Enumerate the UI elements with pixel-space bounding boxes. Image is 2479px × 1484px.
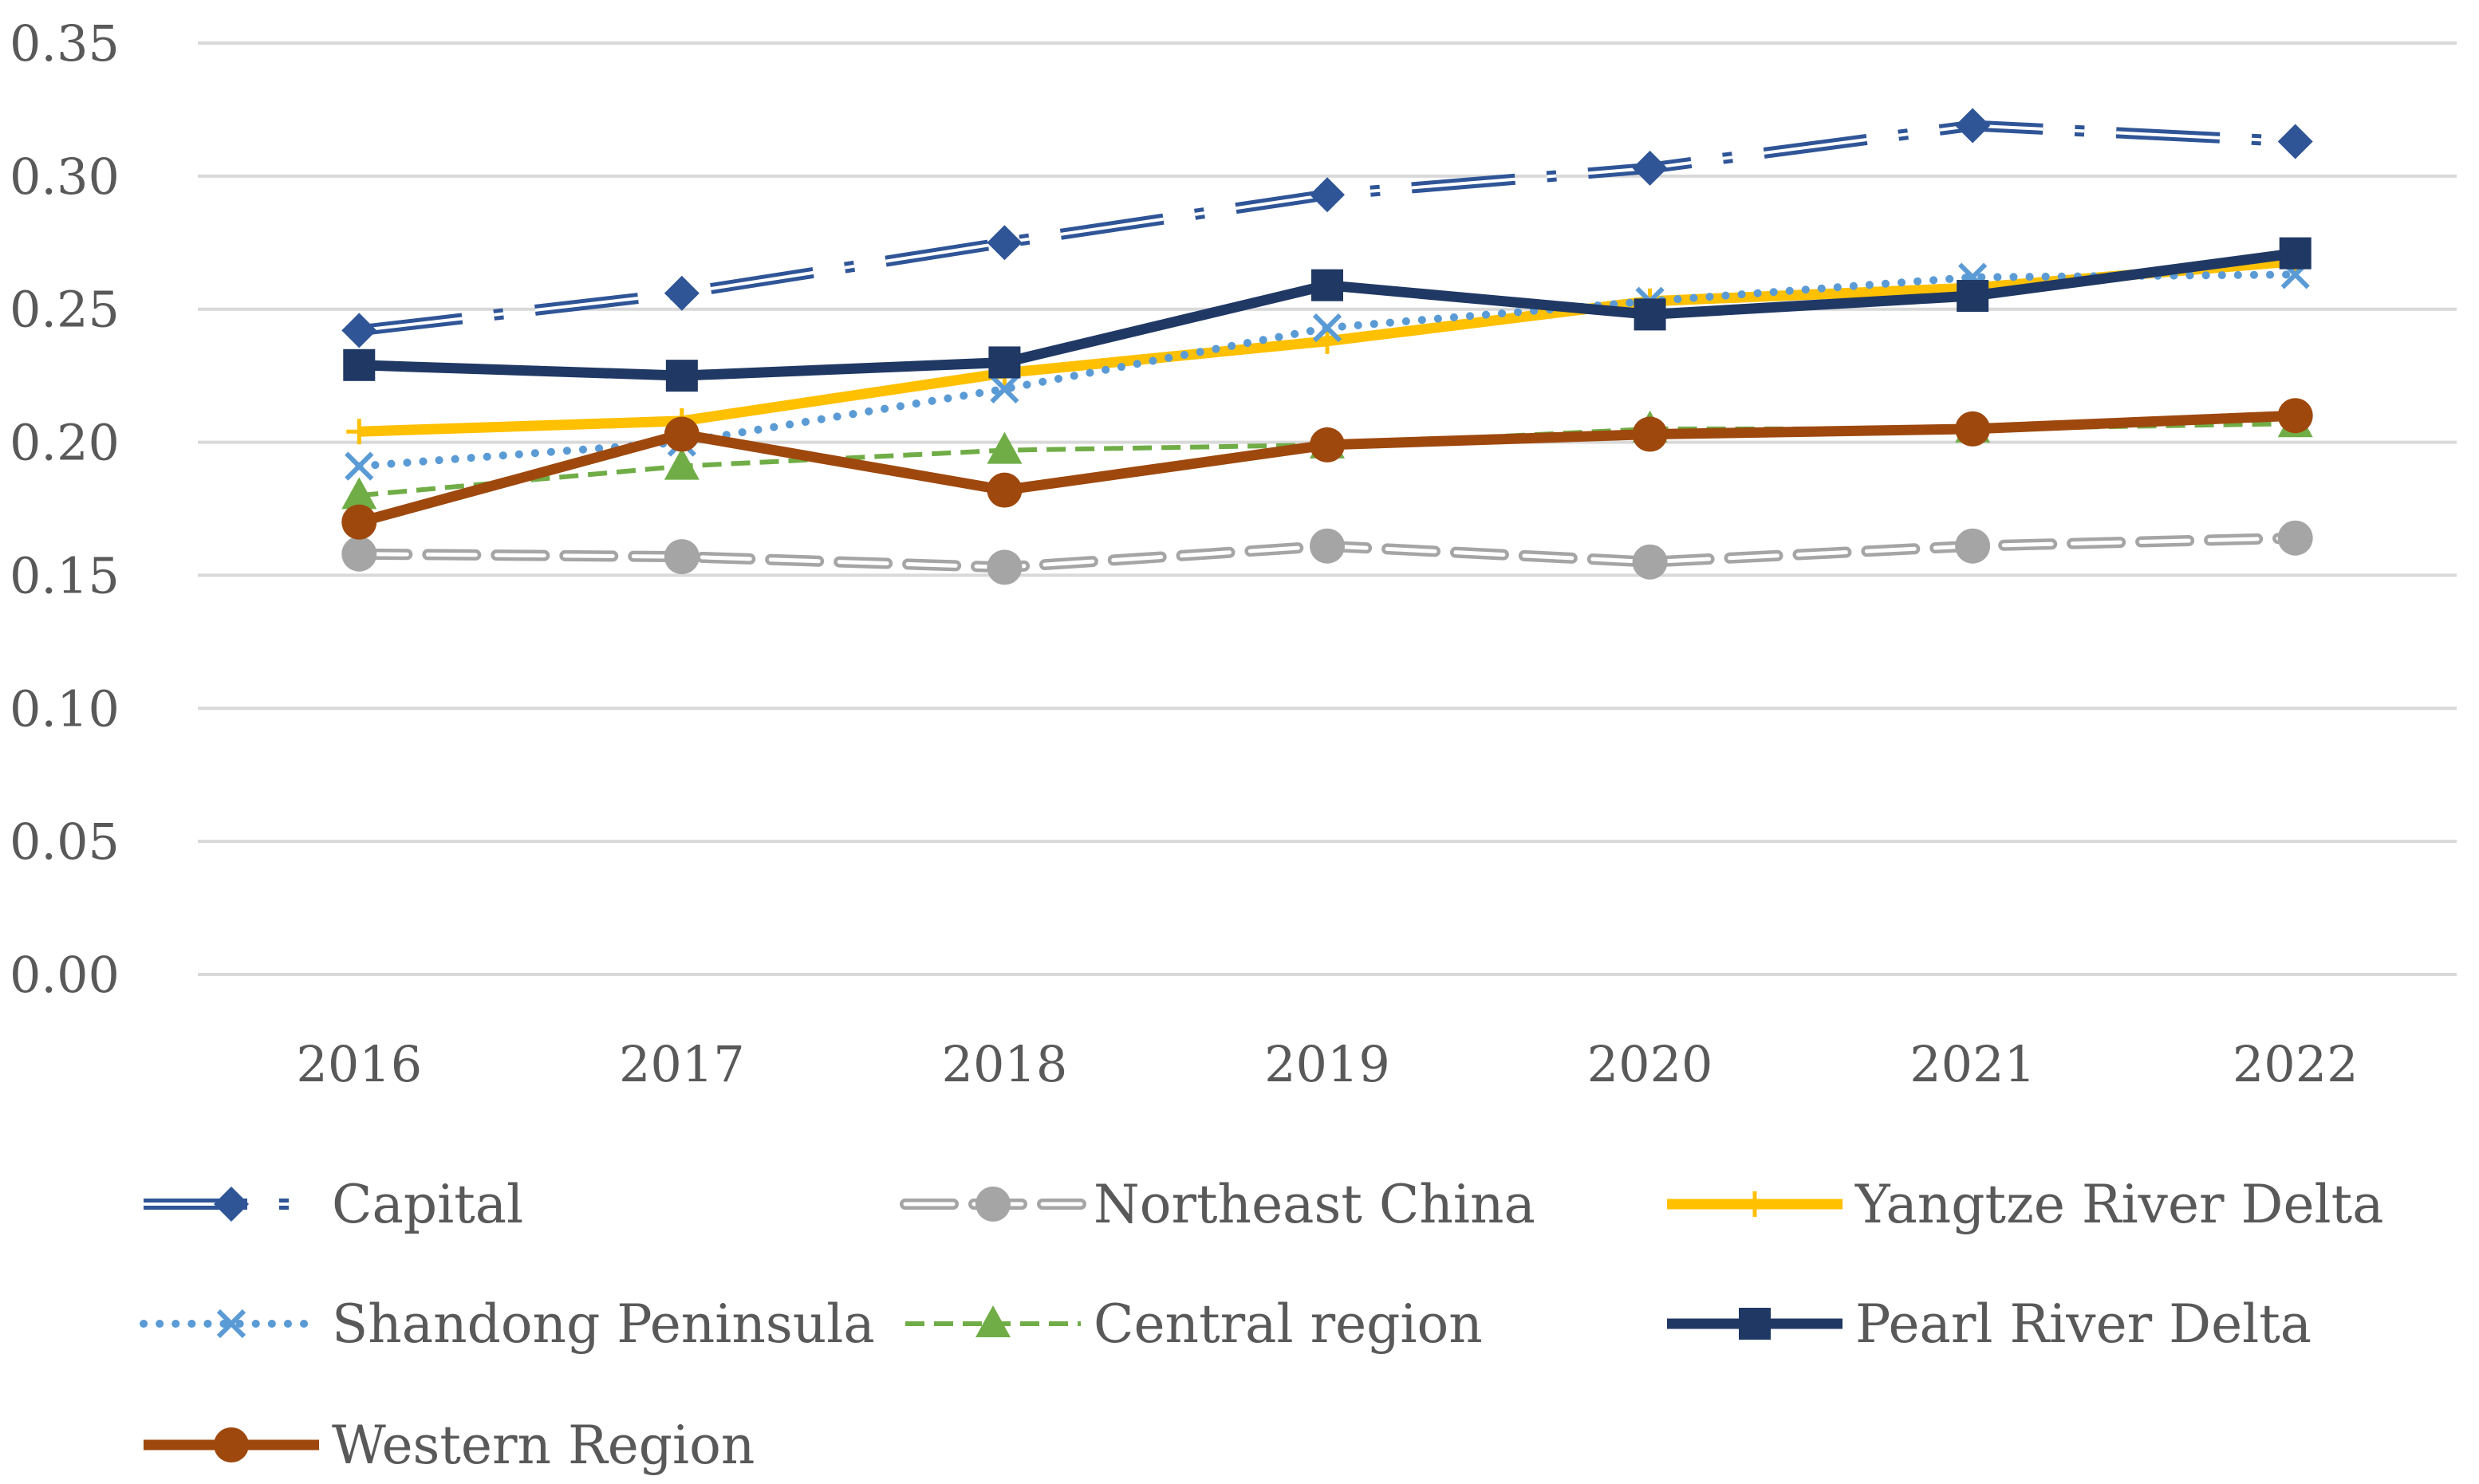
data-point-pearl-river-delta	[988, 346, 1021, 379]
data-point-capital	[1310, 177, 1345, 213]
legend-item-capital: Capital	[144, 1174, 523, 1235]
data-point-capital	[664, 275, 700, 311]
data-point-pearl-river-delta	[665, 360, 698, 392]
legend-label: Northeast China	[1094, 1174, 1535, 1235]
legend-label: Capital	[332, 1174, 523, 1235]
x-tick-label: 2016	[296, 1035, 422, 1093]
data-point-western-region	[341, 504, 377, 540]
data-point-capital	[987, 225, 1023, 261]
x-tick-label: 2021	[1910, 1035, 2036, 1093]
y-tick-label: 0.35	[10, 14, 120, 73]
x-tick-label: 2020	[1587, 1035, 1713, 1093]
data-point-northeast-china	[1632, 544, 1668, 580]
legend-label: Shandong Peninsula	[332, 1293, 875, 1355]
y-tick-label: 0.20	[10, 414, 120, 472]
legend-marker	[975, 1305, 1011, 1337]
data-point-pearl-river-delta	[2279, 237, 2312, 270]
data-point-northeast-china	[664, 539, 700, 575]
x-tick-label: 2017	[619, 1035, 745, 1093]
data-series	[341, 108, 2313, 585]
data-point-capital	[1955, 108, 1991, 144]
data-point-pearl-river-delta	[1957, 280, 1989, 313]
y-axis: 0.00 0.05 0.10 0.15 0.20 0.25 0.30 0.35	[10, 14, 120, 1004]
data-point-capital	[1632, 150, 1668, 186]
y-tick-label: 0.10	[10, 679, 120, 738]
data-point-western-region	[987, 472, 1023, 508]
y-tick-label: 0.25	[10, 281, 120, 339]
series-northeast-china	[341, 520, 2313, 585]
x-tick-label: 2022	[2233, 1035, 2359, 1093]
legend-marker	[216, 1309, 246, 1339]
data-point-central-region	[987, 431, 1023, 464]
data-point-western-region	[1632, 416, 1668, 452]
legend-label: Yangtze River Delta	[1854, 1174, 2384, 1235]
y-tick-label: 0.30	[10, 148, 120, 206]
y-tick-label: 0.05	[10, 813, 120, 871]
data-point-shandong-peninsula	[990, 374, 1019, 403]
data-point-pearl-river-delta	[1311, 269, 1343, 301]
legend-item-western-region: Western Region	[144, 1415, 755, 1476]
data-point-shandong-peninsula	[345, 451, 374, 481]
data-point-yangtze-river-delta	[1314, 328, 1340, 354]
y-tick-label: 0.00	[10, 946, 120, 1004]
legend-label: Western Region	[332, 1415, 755, 1476]
legend-marker	[214, 1187, 249, 1222]
legend-item-northeast-china: Northeast China	[900, 1174, 1535, 1235]
data-point-pearl-river-delta	[1634, 298, 1666, 331]
legend: Capital Northeast China Yangtze River Delt…	[140, 1174, 2384, 1476]
data-point-northeast-china	[1310, 528, 1345, 564]
data-point-northeast-china	[341, 536, 377, 572]
data-point-western-region	[664, 416, 700, 452]
legend-label: Pearl River Delta	[1855, 1293, 2312, 1355]
legend-marker	[1739, 1308, 1771, 1340]
data-point-pearl-river-delta	[343, 348, 376, 381]
data-point-northeast-china	[2277, 520, 2313, 556]
series-pearl-river-delta	[343, 237, 2312, 392]
x-axis: 2016 2017 2018 2019 2020 2021 2022	[296, 1035, 2358, 1093]
data-point-central-region	[341, 477, 377, 510]
data-point-capital	[2277, 124, 2313, 159]
legend-marker	[214, 1427, 249, 1462]
data-point-capital	[341, 313, 377, 348]
data-point-western-region	[2277, 398, 2313, 434]
legend-marker	[975, 1187, 1011, 1222]
data-point-western-region	[1310, 427, 1345, 463]
y-tick-label: 0.15	[10, 546, 120, 604]
series-western-region	[341, 398, 2313, 540]
legend-item-shandong-peninsula: Shandong Peninsula	[140, 1293, 875, 1355]
series-capital	[341, 108, 2313, 348]
legend-item-pearl-river-delta: Pearl River Delta	[1667, 1293, 2312, 1355]
legend-marker	[1742, 1191, 1768, 1217]
data-point-central-region	[664, 447, 700, 480]
data-point-northeast-china	[987, 549, 1023, 585]
legend-item-yangtze-river-delta: Yangtze River Delta	[1667, 1174, 2384, 1235]
data-point-yangtze-river-delta	[346, 419, 372, 445]
x-tick-label: 2019	[1264, 1035, 1390, 1093]
legend-label: Central region	[1094, 1293, 1483, 1355]
x-tick-label: 2018	[942, 1035, 1068, 1093]
data-point-shandong-peninsula	[1312, 313, 1342, 343]
data-point-northeast-china	[1955, 528, 1991, 564]
legend-item-central-region: Central region	[905, 1293, 1483, 1355]
data-point-western-region	[1955, 411, 1991, 447]
